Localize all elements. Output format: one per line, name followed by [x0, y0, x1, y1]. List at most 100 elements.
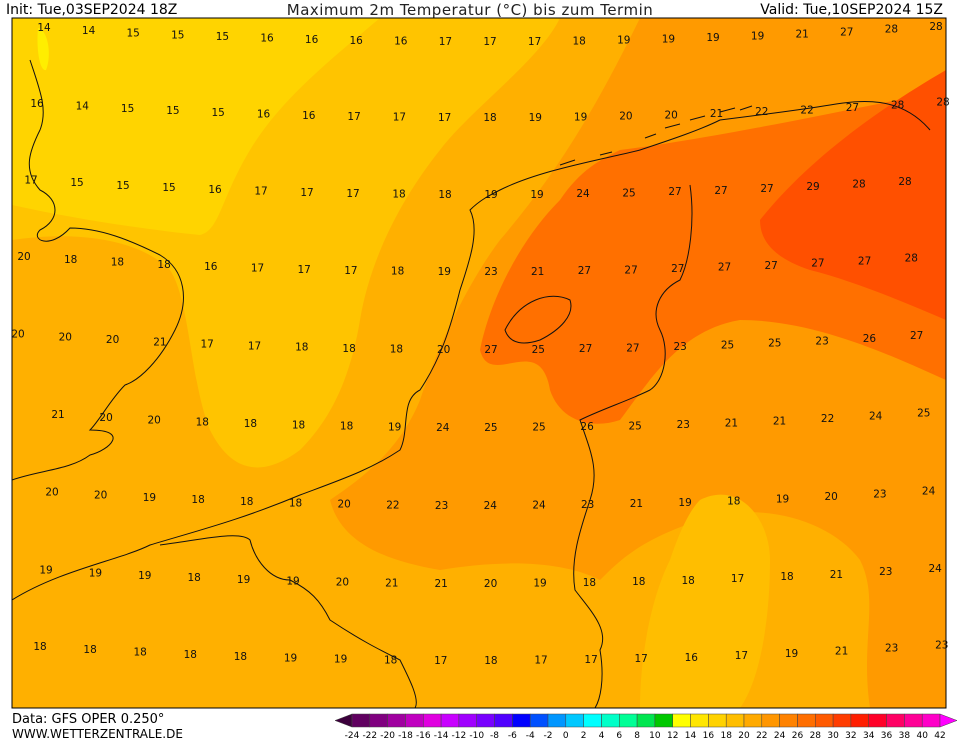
temperature-value: 15: [70, 177, 83, 189]
colorbar-label: 18: [720, 731, 732, 741]
temperature-value: 27: [668, 186, 681, 198]
temperature-value: 23: [484, 266, 497, 278]
temperature-value: 19: [706, 32, 719, 44]
temperature-value: 19: [138, 570, 151, 582]
temperature-value: 27: [718, 262, 731, 274]
temperature-value: 16: [257, 109, 271, 121]
temperature-value: 18: [111, 257, 124, 269]
colorbar-swatch: [761, 713, 780, 728]
temperature-value: 21: [531, 266, 544, 278]
colorbar-label: -22: [362, 731, 377, 741]
temperature-value: 18: [292, 420, 305, 432]
temperature-value: 18: [483, 112, 496, 124]
temperature-value: 21: [385, 577, 398, 589]
temperature-value: 18: [384, 654, 397, 666]
colorbar-label: 26: [792, 731, 804, 741]
colorbar-label: 8: [634, 731, 640, 741]
temperature-value: 28: [936, 97, 949, 109]
temperature-value: 17: [438, 112, 451, 124]
temperature-value: 19: [776, 493, 789, 505]
temperature-value: 20: [336, 577, 349, 589]
temperature-value: 18: [391, 266, 404, 278]
temperature-value: 28: [905, 253, 918, 265]
temperature-value: 16: [685, 652, 699, 664]
value-grid: 14 14 15 15 15 16 16 16 16 17 17 17 18 19 19 19 19 21 27 28…: [11, 21, 949, 667]
colorbar-label: -10: [469, 731, 484, 741]
colorbar-swatch: [405, 713, 424, 728]
temperature-value: 18: [780, 571, 793, 583]
temperature-value: 21: [51, 409, 64, 421]
temperature-value: 19: [334, 654, 347, 666]
temperature-value: 27: [626, 342, 639, 354]
colorbar-label: -8: [490, 731, 499, 741]
temperature-value: 19: [284, 652, 297, 664]
temperature-value: 20: [665, 109, 678, 121]
colorbar-swatch: [458, 713, 477, 728]
map-frame: [11, 17, 947, 709]
temperature-value: 24: [869, 411, 883, 423]
temperature-value: 19: [39, 564, 52, 576]
temperature-value: 23: [815, 336, 828, 348]
temperature-value: 25: [768, 338, 781, 350]
colorbar-label: 10: [649, 731, 661, 741]
coast-continent: [12, 100, 931, 601]
temperature-value: 17: [24, 174, 37, 186]
temperature-value: 19: [438, 266, 451, 278]
temperature-value: 19: [286, 576, 299, 588]
temperature-value: 18: [33, 641, 46, 653]
temperature-value: 20: [45, 487, 58, 499]
temperature-value: 19: [484, 189, 497, 201]
temperature-value: 27: [624, 264, 637, 276]
temperature-value: 25: [532, 344, 545, 356]
temperature-value: 20: [99, 412, 112, 424]
temperature-value: 24: [436, 422, 450, 434]
temperature-value: 15: [121, 103, 134, 115]
colorbar-label: 22: [756, 731, 767, 741]
colorbar-swatch: [654, 713, 673, 728]
colorbar-swatch: [619, 713, 638, 728]
temperature-value: 21: [835, 646, 848, 658]
temperature-value: 18: [184, 649, 197, 661]
temperature-value: 27: [910, 330, 923, 342]
temperature-value: 15: [162, 182, 175, 194]
temperature-value: 22: [800, 104, 813, 116]
colorbar-swatch: [512, 713, 531, 728]
temperature-value: 23: [935, 640, 948, 652]
temperature-value: 28: [898, 176, 911, 188]
temperature-value: 14: [82, 25, 96, 37]
colorbar-label: -18: [398, 731, 413, 741]
colorbar-swatch: [797, 713, 816, 728]
colorbar-swatch: [423, 713, 442, 728]
colorbar-label: 14: [685, 731, 697, 741]
temperature-value: 17: [298, 264, 311, 276]
temperature-value: 19: [533, 578, 546, 590]
temperature-value: 24: [576, 188, 590, 200]
colorbar-label: -4: [526, 731, 535, 741]
temperature-value: 20: [338, 499, 351, 511]
colorbar-swatch: [672, 713, 691, 728]
colorbar-swatch: [547, 713, 567, 728]
colorbar-swatch: [743, 713, 763, 728]
colorbar-swatch: [440, 713, 460, 728]
temperature-value: 21: [630, 498, 643, 510]
colorbar-label: 4: [599, 731, 605, 741]
coastlines: [12, 59, 931, 708]
temperature-value: 18: [727, 495, 740, 507]
temperature-value: 18: [438, 189, 451, 201]
map-title: Maximum 2m Temperatur (°C) bis zum Termi…: [287, 1, 654, 19]
colorbar-label: 0: [563, 731, 569, 741]
temperature-value: 18: [196, 416, 209, 428]
temperature-value: 25: [629, 420, 642, 432]
temperature-value: 15: [116, 180, 129, 192]
colorbar-swatch: [832, 713, 852, 728]
colorbar-label: 20: [738, 731, 750, 741]
temperature-value: 23: [873, 488, 886, 500]
colorbar-label: -6: [508, 731, 517, 741]
temperature-value: 18: [244, 418, 257, 430]
temperature-value: 21: [830, 569, 843, 581]
temperature-value: 27: [811, 258, 824, 270]
temperature-value: 18: [289, 498, 302, 510]
temperature-value: 18: [234, 651, 247, 663]
temperature-value: 18: [342, 343, 355, 355]
temperature-value: 17: [434, 655, 447, 667]
